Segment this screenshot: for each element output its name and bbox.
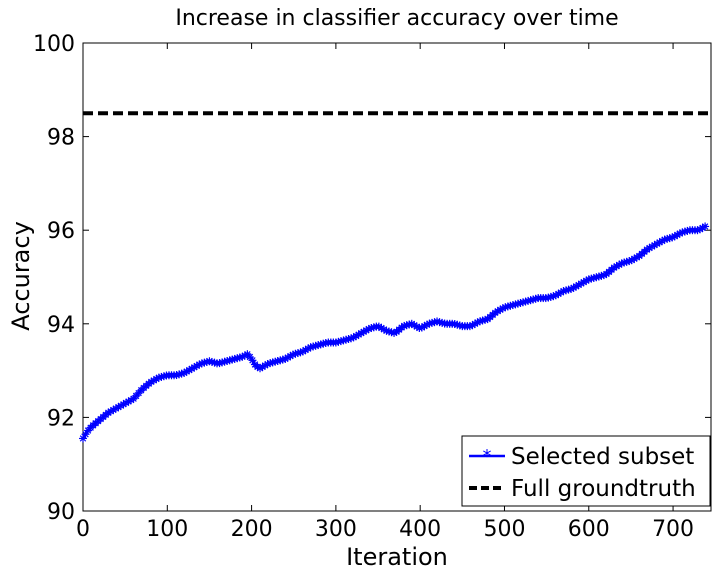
y-tick-label: 98 bbox=[47, 126, 75, 151]
x-axis: 0 100 200 300 400 500 600 700 bbox=[76, 43, 694, 542]
x-tick-label: 300 bbox=[315, 517, 357, 542]
x-tick-label: 100 bbox=[146, 517, 188, 542]
y-tick-label: 94 bbox=[47, 313, 75, 338]
data-point-marker bbox=[79, 434, 87, 443]
x-tick-label: 500 bbox=[483, 517, 525, 542]
data-point-marker bbox=[81, 430, 90, 439]
y-tick-label: 90 bbox=[47, 500, 75, 525]
chart-title: Increase in classifier accuracy over tim… bbox=[175, 6, 618, 31]
legend-marker-selected-subset: * bbox=[483, 446, 492, 467]
y-tick-label: 96 bbox=[47, 219, 75, 244]
x-tick-label: 600 bbox=[568, 517, 610, 542]
x-axis-title: Iteration bbox=[346, 543, 448, 570]
data-point-marker bbox=[377, 324, 386, 333]
y-axis: 90 92 94 96 98 100 bbox=[33, 32, 711, 525]
data-point-marker bbox=[481, 315, 490, 324]
data-point-marker bbox=[121, 398, 130, 407]
x-tick-label: 0 bbox=[76, 517, 90, 542]
legend-box bbox=[461, 435, 711, 507]
y-axis-title: Accuracy bbox=[7, 221, 35, 331]
x-tick-label: 400 bbox=[399, 517, 441, 542]
legend-label-selected-subset: Selected subset bbox=[511, 444, 694, 470]
y-tick-label: 100 bbox=[33, 32, 75, 57]
x-tick-label: 200 bbox=[231, 517, 273, 542]
plot-frame bbox=[82, 42, 712, 512]
legend: * Selected subset Full groundtruth bbox=[461, 435, 711, 507]
series-layer bbox=[79, 111, 711, 443]
plot-area: 0 100 200 300 400 500 600 700 90 92 94 96 98 100 bbox=[33, 32, 712, 542]
data-point-marker bbox=[248, 356, 257, 365]
x-tick-label: 700 bbox=[652, 517, 694, 542]
data-point-marker bbox=[701, 222, 710, 231]
y-tick-label: 92 bbox=[47, 406, 75, 431]
legend-label-full-groundtruth: Full groundtruth bbox=[511, 476, 696, 502]
